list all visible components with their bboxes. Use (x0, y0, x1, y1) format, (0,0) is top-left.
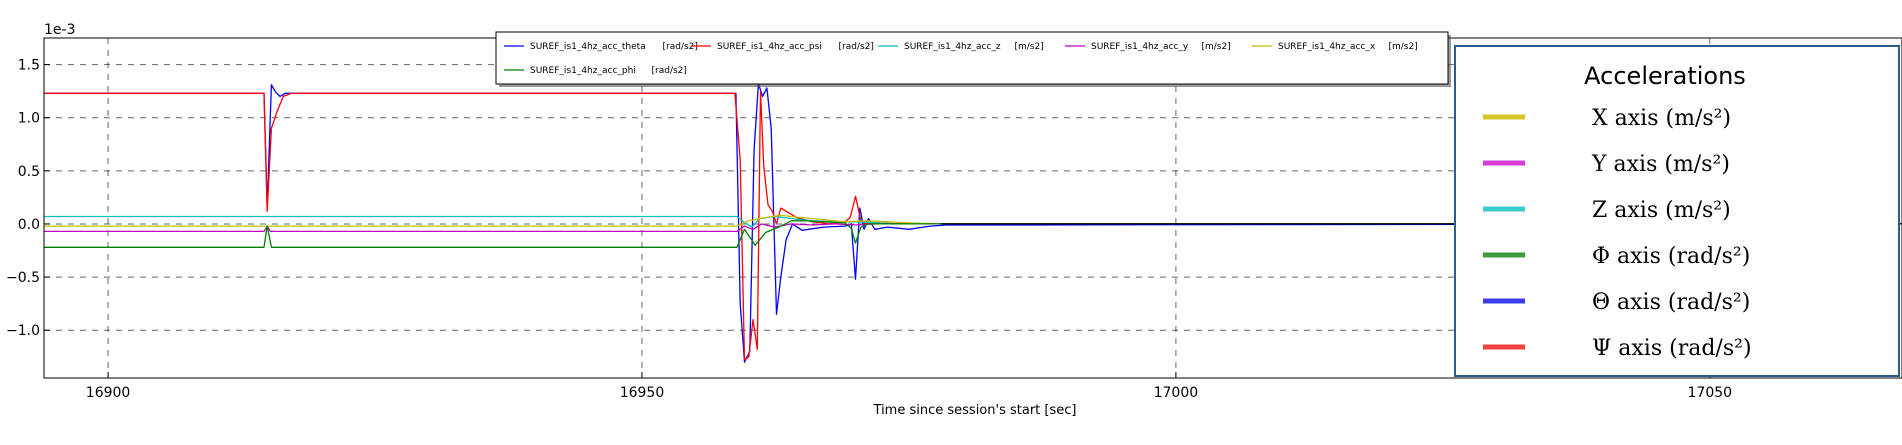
x-tick-label: 16900 (86, 385, 131, 401)
x-tick-label: 17000 (1154, 385, 1199, 401)
panel-item-label: Ψ axis (rad/s²) (1592, 336, 1752, 361)
x-tick-label: 16950 (620, 385, 665, 401)
panel-item-label: Θ axis (rad/s²) (1592, 290, 1750, 315)
legend-entry-label: SUREF_is1_4hz_acc_x (1278, 42, 1376, 52)
y-tick-label: 0.5 (18, 164, 40, 180)
panel-item-label: Φ axis (rad/s²) (1592, 244, 1750, 269)
y-tick-label: −1.0 (6, 323, 40, 339)
y-tick-label: 0.0 (18, 217, 40, 233)
series-line-SUREF_is1_4hz_acc_x (44, 214, 1902, 227)
legend-entry-label: SUREF_is1_4hz_acc_psi (717, 42, 822, 52)
legend-entry-unit: [rad/s2] (652, 66, 687, 76)
series-lines (44, 83, 1902, 363)
legend-entry-unit: [rad/s2] (663, 42, 698, 52)
accelerations-panel: Accelerations X axis (m/s²) Y axis (m/s²)… (1454, 45, 1900, 377)
accelerations-panel-box (1454, 45, 1900, 377)
series-line-SUREF_is1_4hz_acc_phi (44, 220, 1902, 248)
y-tick-label: 1.0 (18, 111, 40, 127)
legend-entry-unit: [m/s2] (1389, 42, 1418, 52)
legend-box (495, 31, 1449, 85)
panel-item-label: Y axis (m/s²) (1591, 152, 1730, 177)
panel-item-label: X axis (m/s²) (1592, 106, 1731, 131)
y-offset-label: 1e-3 (44, 22, 75, 38)
y-tick-label: 1.5 (18, 58, 40, 74)
axis-ticks: 16900 16950 17000 17050 −1.0 −0.5 0.0 0.5 1.0 1.5 (6, 58, 1732, 401)
legend-entry-label: SUREF_is1_4hz_acc_y (1091, 42, 1189, 52)
legend-entry-label: SUREF_is1_4hz_acc_z (904, 42, 1001, 52)
legend: SUREF_is1_4hz_acc_theta [rad/s2] SUREF_is1… (495, 31, 1451, 87)
x-axis-label: Time since session's start [sec] (873, 403, 1077, 418)
legend-entry-unit: [m/s2] (1202, 42, 1231, 52)
legend-entry-label: SUREF_is1_4hz_acc_theta (530, 42, 646, 52)
legend-entry-unit: [m/s2] (1015, 42, 1044, 52)
legend-entry-unit: [rad/s2] (839, 42, 874, 52)
x-tick-label: 17050 (1688, 385, 1733, 401)
legend-entry-label: SUREF_is1_4hz_acc_phi (530, 66, 636, 76)
y-tick-label: −0.5 (6, 270, 40, 286)
accelerations-panel-title: Accelerations (1584, 62, 1746, 90)
panel-item-label: Z axis (m/s²) (1592, 198, 1731, 223)
